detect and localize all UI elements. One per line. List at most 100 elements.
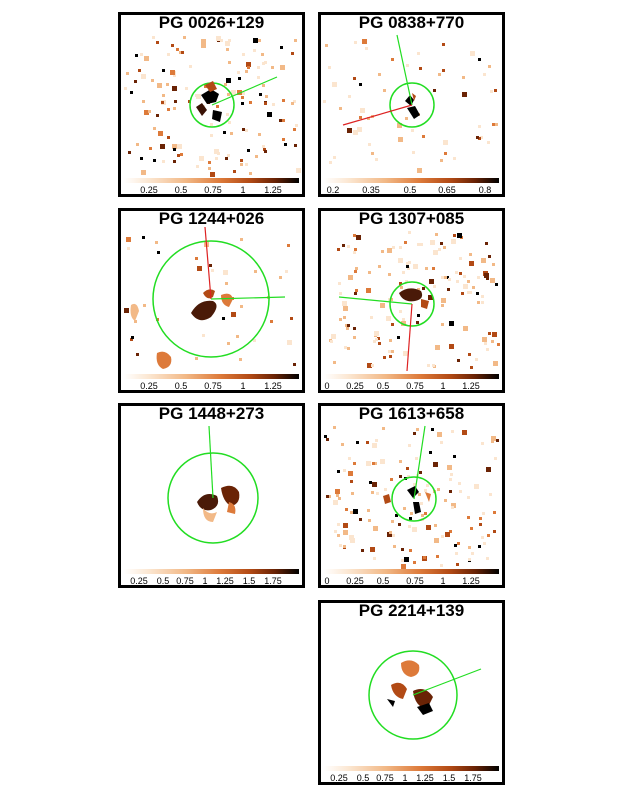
colorbar-ticks: 0.25 0.5 0.75 1 1.25 1.5 1.75 [321,773,502,785]
noise-pixel [440,564,443,567]
noise-pixel [410,512,413,515]
noise-pixel [201,43,206,48]
tick-label: 0.25 [346,381,364,391]
noise-pixel [417,52,420,55]
noise-pixel [153,159,156,162]
noise-pixel [247,66,250,69]
noise-pixel [459,272,462,275]
noise-pixel [429,451,432,454]
noise-pixel [479,523,482,526]
noise-pixel [438,73,441,76]
noise-pixel [449,530,452,533]
colorbar-ticks: 0.2 0.35 0.5 0.65 0.8 [321,185,502,197]
noise-pixel [265,95,268,98]
noise-pixel [444,499,447,502]
noise-pixel [166,83,169,86]
noise-pixel [491,340,494,343]
noise-pixel [482,337,487,342]
noise-pixel [242,53,245,56]
noise-pixel [339,107,342,110]
noise-pixel [293,363,296,366]
image-map [124,36,301,177]
noise-pixel [223,131,226,134]
noise-pixel [402,271,405,274]
noise-pixel [355,267,358,270]
panel-pg1613: PG 1613+658 0 0.25 0.5 0.75 1 1.25 [318,403,505,588]
noise-pixel [195,357,198,360]
noise-pixel [216,105,219,108]
noise-pixel [237,90,242,95]
noise-pixel [488,65,491,68]
noise-pixel [487,141,490,144]
noise-pixel [435,345,440,350]
noise-pixel [233,170,236,173]
tick-label: 0.75 [176,576,194,586]
tick-label: 0.5 [376,576,390,586]
noise-pixel [420,243,423,246]
noise-pixel [405,117,408,120]
noise-pixel [294,39,297,42]
noise-pixel [261,53,264,56]
tick-label: 0.25 [140,381,158,391]
tick-label: 0.75 [406,381,424,391]
noise-pixel [148,110,151,113]
noise-pixel [459,257,462,260]
noise-pixel [224,83,227,86]
noise-pixel [350,538,355,543]
noise-pixel [227,342,230,345]
noise-pixel [330,340,333,343]
noise-pixel [177,144,182,149]
noise-pixel [459,490,462,493]
noise-pixel [343,316,346,319]
noise-pixel [368,271,371,274]
noise-pixel [372,482,377,487]
noise-pixel [399,460,402,463]
noise-pixel [453,157,456,160]
image-map [167,425,259,544]
noise-pixel [331,334,336,339]
noise-pixel [374,331,379,336]
noise-pixel [366,461,371,466]
noise-pixel [170,70,175,75]
noise-pixel [239,358,242,361]
noise-pixel [380,303,385,308]
noise-pixel [403,507,406,510]
noise-pixel [141,74,146,79]
noise-pixel [398,258,403,263]
noise-pixel [422,287,425,290]
image-map [368,650,482,740]
noise-pixel [475,358,478,361]
noise-pixel [140,157,143,160]
panel-title: PG 2214+139 [358,601,465,620]
noise-pixel [264,150,267,153]
noise-pixel [388,350,391,353]
noise-pixel [254,270,257,273]
noise-pixel [423,556,426,559]
noise-pixel [173,160,176,163]
noise-pixel [406,265,409,268]
noise-pixel [350,511,353,514]
noise-pixel [208,167,211,170]
noise-pixel [158,131,163,136]
tick-label: 1 [402,773,408,783]
colorbar [124,569,299,574]
noise-pixel [368,519,371,522]
noise-pixel [353,462,356,465]
noise-pixel [474,484,479,489]
noise-pixel [272,103,275,106]
noise-pixel [348,275,353,280]
panel-pg1307: PG 1307+085 0 0.25 0.5 0.75 1 1.25 [318,208,505,393]
noise-pixel [421,514,424,517]
noise-pixel [492,263,495,266]
noise-pixel [162,160,165,163]
noise-pixel [210,123,213,126]
noise-pixel [262,84,265,87]
noise-pixel [280,46,283,49]
tick-label: 1 [240,381,246,391]
noise-pixel [447,288,450,291]
noise-pixel [367,363,372,368]
noise-pixel [477,301,480,304]
noise-pixel [226,78,231,83]
tick-label: 1.75 [264,576,282,586]
noise-pixel [476,136,479,139]
